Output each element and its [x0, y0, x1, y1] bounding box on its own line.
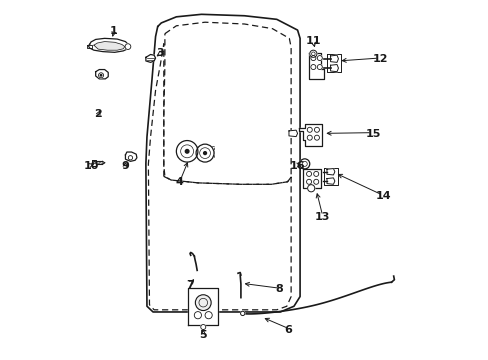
Circle shape: [299, 159, 309, 169]
Circle shape: [125, 44, 131, 49]
Circle shape: [99, 73, 103, 78]
Circle shape: [306, 127, 312, 132]
Circle shape: [240, 311, 244, 316]
Circle shape: [100, 75, 102, 76]
Circle shape: [196, 144, 214, 162]
Circle shape: [306, 135, 312, 140]
Text: 10: 10: [83, 161, 99, 171]
Polygon shape: [145, 54, 155, 62]
Text: 16: 16: [289, 161, 305, 171]
Text: 4: 4: [175, 177, 183, 187]
Circle shape: [203, 152, 206, 154]
Circle shape: [204, 312, 212, 319]
Polygon shape: [308, 53, 324, 79]
Circle shape: [317, 55, 322, 60]
Circle shape: [317, 64, 322, 69]
Polygon shape: [92, 160, 96, 166]
Text: 2: 2: [94, 109, 102, 119]
Text: 6: 6: [284, 325, 292, 335]
Circle shape: [185, 149, 188, 153]
Circle shape: [306, 171, 311, 176]
Circle shape: [313, 179, 318, 184]
Circle shape: [195, 295, 211, 311]
Polygon shape: [177, 146, 214, 157]
Polygon shape: [87, 45, 92, 48]
Circle shape: [201, 324, 205, 329]
Polygon shape: [288, 130, 297, 136]
Polygon shape: [330, 55, 338, 62]
Polygon shape: [125, 152, 137, 161]
Circle shape: [307, 185, 314, 192]
Text: 15: 15: [365, 129, 380, 139]
Circle shape: [194, 312, 201, 319]
Circle shape: [314, 135, 319, 140]
Polygon shape: [303, 169, 320, 188]
Polygon shape: [326, 178, 334, 184]
Text: 12: 12: [371, 54, 387, 64]
Polygon shape: [88, 39, 129, 52]
Circle shape: [310, 55, 315, 60]
Text: 14: 14: [375, 191, 391, 201]
Polygon shape: [188, 288, 218, 325]
Circle shape: [309, 50, 316, 57]
Circle shape: [314, 127, 319, 132]
Text: 1: 1: [109, 26, 117, 36]
Text: 8: 8: [275, 284, 283, 294]
Circle shape: [313, 171, 318, 176]
Text: 3: 3: [156, 48, 163, 58]
Circle shape: [306, 179, 311, 184]
Text: 5: 5: [199, 330, 206, 340]
Text: 7: 7: [186, 280, 193, 290]
Polygon shape: [326, 168, 334, 175]
Polygon shape: [94, 41, 124, 50]
Circle shape: [310, 64, 315, 69]
Circle shape: [176, 140, 198, 162]
Text: 9: 9: [121, 161, 129, 171]
Text: 13: 13: [314, 212, 330, 221]
Polygon shape: [96, 69, 108, 79]
Polygon shape: [330, 64, 338, 72]
Text: 11: 11: [305, 36, 321, 46]
Polygon shape: [298, 125, 321, 146]
